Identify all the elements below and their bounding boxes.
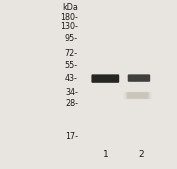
Text: 130-: 130- <box>60 22 78 31</box>
Text: kDa: kDa <box>62 3 78 12</box>
Text: 28-: 28- <box>65 99 78 108</box>
FancyBboxPatch shape <box>126 92 150 99</box>
Text: 34-: 34- <box>65 88 78 97</box>
FancyBboxPatch shape <box>125 92 151 99</box>
FancyBboxPatch shape <box>128 74 150 82</box>
Text: 55-: 55- <box>65 61 78 70</box>
FancyBboxPatch shape <box>124 92 152 99</box>
Text: 2: 2 <box>139 150 144 159</box>
Text: 1: 1 <box>103 150 109 159</box>
Text: 43-: 43- <box>65 74 78 83</box>
Text: 180-: 180- <box>60 13 78 22</box>
FancyBboxPatch shape <box>127 92 148 99</box>
FancyBboxPatch shape <box>91 74 119 83</box>
Text: 17-: 17- <box>65 131 78 141</box>
Text: 95-: 95- <box>65 33 78 43</box>
Text: 72-: 72- <box>65 49 78 58</box>
